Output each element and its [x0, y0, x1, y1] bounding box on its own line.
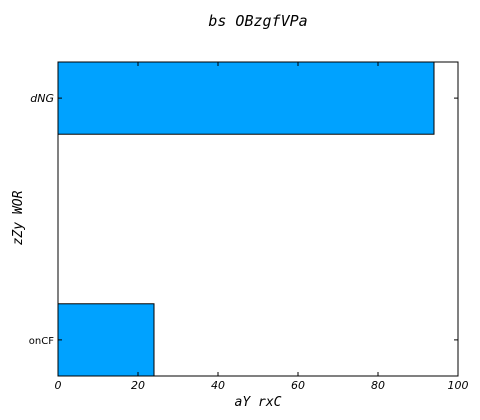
y-tick-label-dNG: dNG [30, 92, 54, 105]
x-axis-label: aY rxC [235, 395, 282, 410]
x-tick-label-0: 0 [55, 379, 62, 392]
chart-title: bs OBzgfVPa [208, 12, 307, 30]
y-axis-label: zZy WOR [11, 190, 26, 245]
x-tick-label-20: 20 [131, 379, 145, 392]
plot-frame [57, 61, 459, 377]
bar-dNG [57, 61, 435, 135]
bar-onCF [57, 303, 155, 377]
x-tick-label-80: 80 [371, 379, 385, 392]
x-tick-label-40: 40 [211, 379, 225, 392]
plot-area: 0 20 40 60 80 100 onCF dNG [29, 61, 469, 392]
y-tick-label-onCF: onCF [29, 336, 54, 347]
x-tick-label-60: 60 [291, 379, 305, 392]
x-tick-label-100: 100 [448, 379, 469, 392]
